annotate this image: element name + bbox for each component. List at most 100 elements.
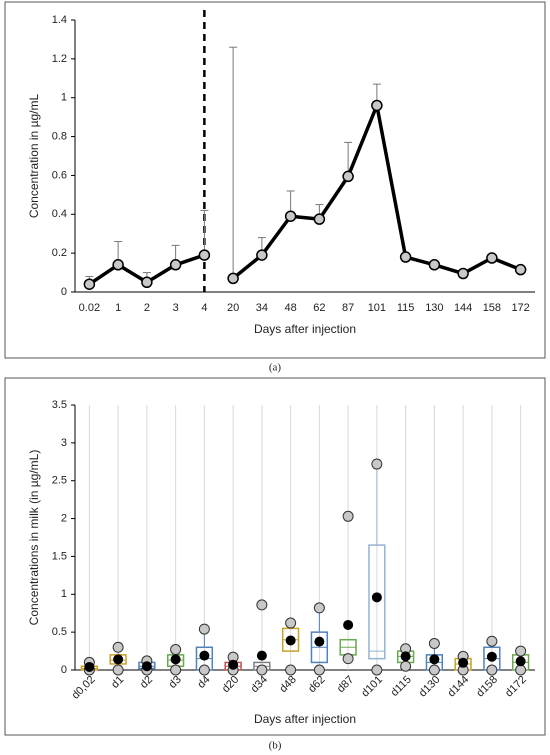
x-tick-label: d130 [417, 674, 443, 700]
x-tick-label: d101 [359, 674, 385, 700]
x-tick-label: 62 [313, 302, 325, 314]
marker [227, 272, 239, 285]
y-tick-label: 1.5 [52, 550, 67, 562]
data-point [198, 623, 210, 635]
marker [169, 259, 182, 271]
data-point [256, 599, 268, 611]
data-point [428, 664, 440, 676]
marker [112, 259, 124, 271]
data-point [170, 664, 182, 676]
caption: (a) [269, 362, 282, 374]
x-tick-label: d4 [195, 674, 212, 691]
marker [514, 263, 527, 276]
mean [429, 654, 440, 665]
y-tick-label: 3 [61, 437, 67, 449]
x-tick-label: d62 [306, 674, 327, 695]
y-axis-label: Concentration in µg/mL [27, 94, 41, 219]
x-tick-label: d1 [109, 674, 126, 691]
x-tick-label: d87 [335, 674, 356, 695]
data-point [371, 458, 383, 470]
box [368, 544, 386, 660]
x-tick-label: 48 [285, 302, 297, 314]
x-tick-label: 1 [115, 302, 121, 314]
y-tick-label: 0.8 [52, 130, 67, 142]
x-tick-label: 4 [201, 302, 207, 314]
data-point [400, 660, 412, 672]
mean [256, 650, 267, 661]
data-point [112, 664, 124, 676]
y-tick-label: 1 [61, 588, 67, 600]
data-point [371, 664, 383, 676]
data-point [486, 635, 498, 647]
x-tick-label: 144 [454, 302, 472, 314]
line [232, 103, 522, 280]
y-tick-label: 2.5 [52, 475, 67, 487]
data-point [313, 664, 325, 676]
marker [284, 210, 297, 222]
x-tick-label: d3 [167, 674, 184, 691]
x-tick-label: d20 [220, 674, 241, 695]
y-tick-label: 1 [61, 92, 67, 104]
x-tick-label: d48 [277, 674, 298, 695]
data-point [313, 602, 325, 614]
x-tick-label: 158 [483, 302, 501, 314]
mean [113, 654, 124, 665]
y-tick-label: 2 [61, 512, 67, 524]
data-point [285, 617, 297, 629]
y-tick-label: 1.2 [52, 53, 67, 65]
marker [399, 251, 412, 263]
marker [198, 249, 211, 261]
x-tick-label: 2 [144, 302, 150, 314]
x-tick-label: 20 [227, 302, 239, 314]
data-point [515, 645, 527, 657]
data-point [285, 664, 297, 676]
data-point [170, 644, 182, 656]
data-point [342, 510, 354, 522]
mean [343, 619, 354, 630]
x-tick-label: d115 [389, 674, 414, 699]
mean [84, 661, 95, 672]
mean [170, 654, 181, 665]
y-axis-label: Concentrations in milk (in µg/mL) [27, 450, 41, 626]
y-tick-label: 0.6 [52, 169, 67, 181]
x-tick-label: d172 [503, 674, 529, 700]
data-point [486, 664, 498, 676]
mean [515, 656, 526, 667]
frame-b [4, 377, 546, 736]
x-tick-label: 34 [256, 302, 268, 314]
y-tick-label: 3.5 [52, 399, 67, 411]
x-tick-label: 0.02 [79, 302, 100, 314]
marker [141, 276, 153, 289]
caption: (b) [269, 740, 282, 752]
y-tick-label: 0.5 [52, 626, 67, 638]
x-tick-label: 172 [511, 302, 529, 314]
mean [371, 592, 382, 603]
x-tick-label: 130 [425, 302, 443, 314]
marker [486, 252, 498, 264]
y-tick-label: 1.4 [52, 14, 67, 26]
y-tick-label: 0 [61, 286, 67, 298]
mean [314, 636, 325, 647]
x-tick-label: 115 [397, 302, 415, 314]
marker [342, 170, 354, 183]
mean [141, 661, 152, 672]
x-tick-label: d144 [446, 674, 472, 700]
x-tick-label: d34 [249, 674, 270, 695]
data-point [256, 664, 268, 676]
mean [285, 635, 296, 646]
marker [371, 99, 383, 112]
x-tick-label: d2 [138, 674, 155, 691]
y-tick-label: 0 [61, 664, 67, 676]
mean [458, 657, 469, 668]
x-axis-label: Days after injection [254, 322, 356, 336]
marker [457, 267, 469, 280]
x-tick-label: d158 [474, 674, 500, 700]
mean [486, 651, 497, 662]
marker [313, 213, 326, 225]
x-tick-label: 101 [368, 302, 386, 314]
x-tick-label: 87 [342, 302, 354, 314]
mean [199, 650, 210, 661]
data-point [428, 638, 440, 649]
marker [83, 278, 96, 290]
